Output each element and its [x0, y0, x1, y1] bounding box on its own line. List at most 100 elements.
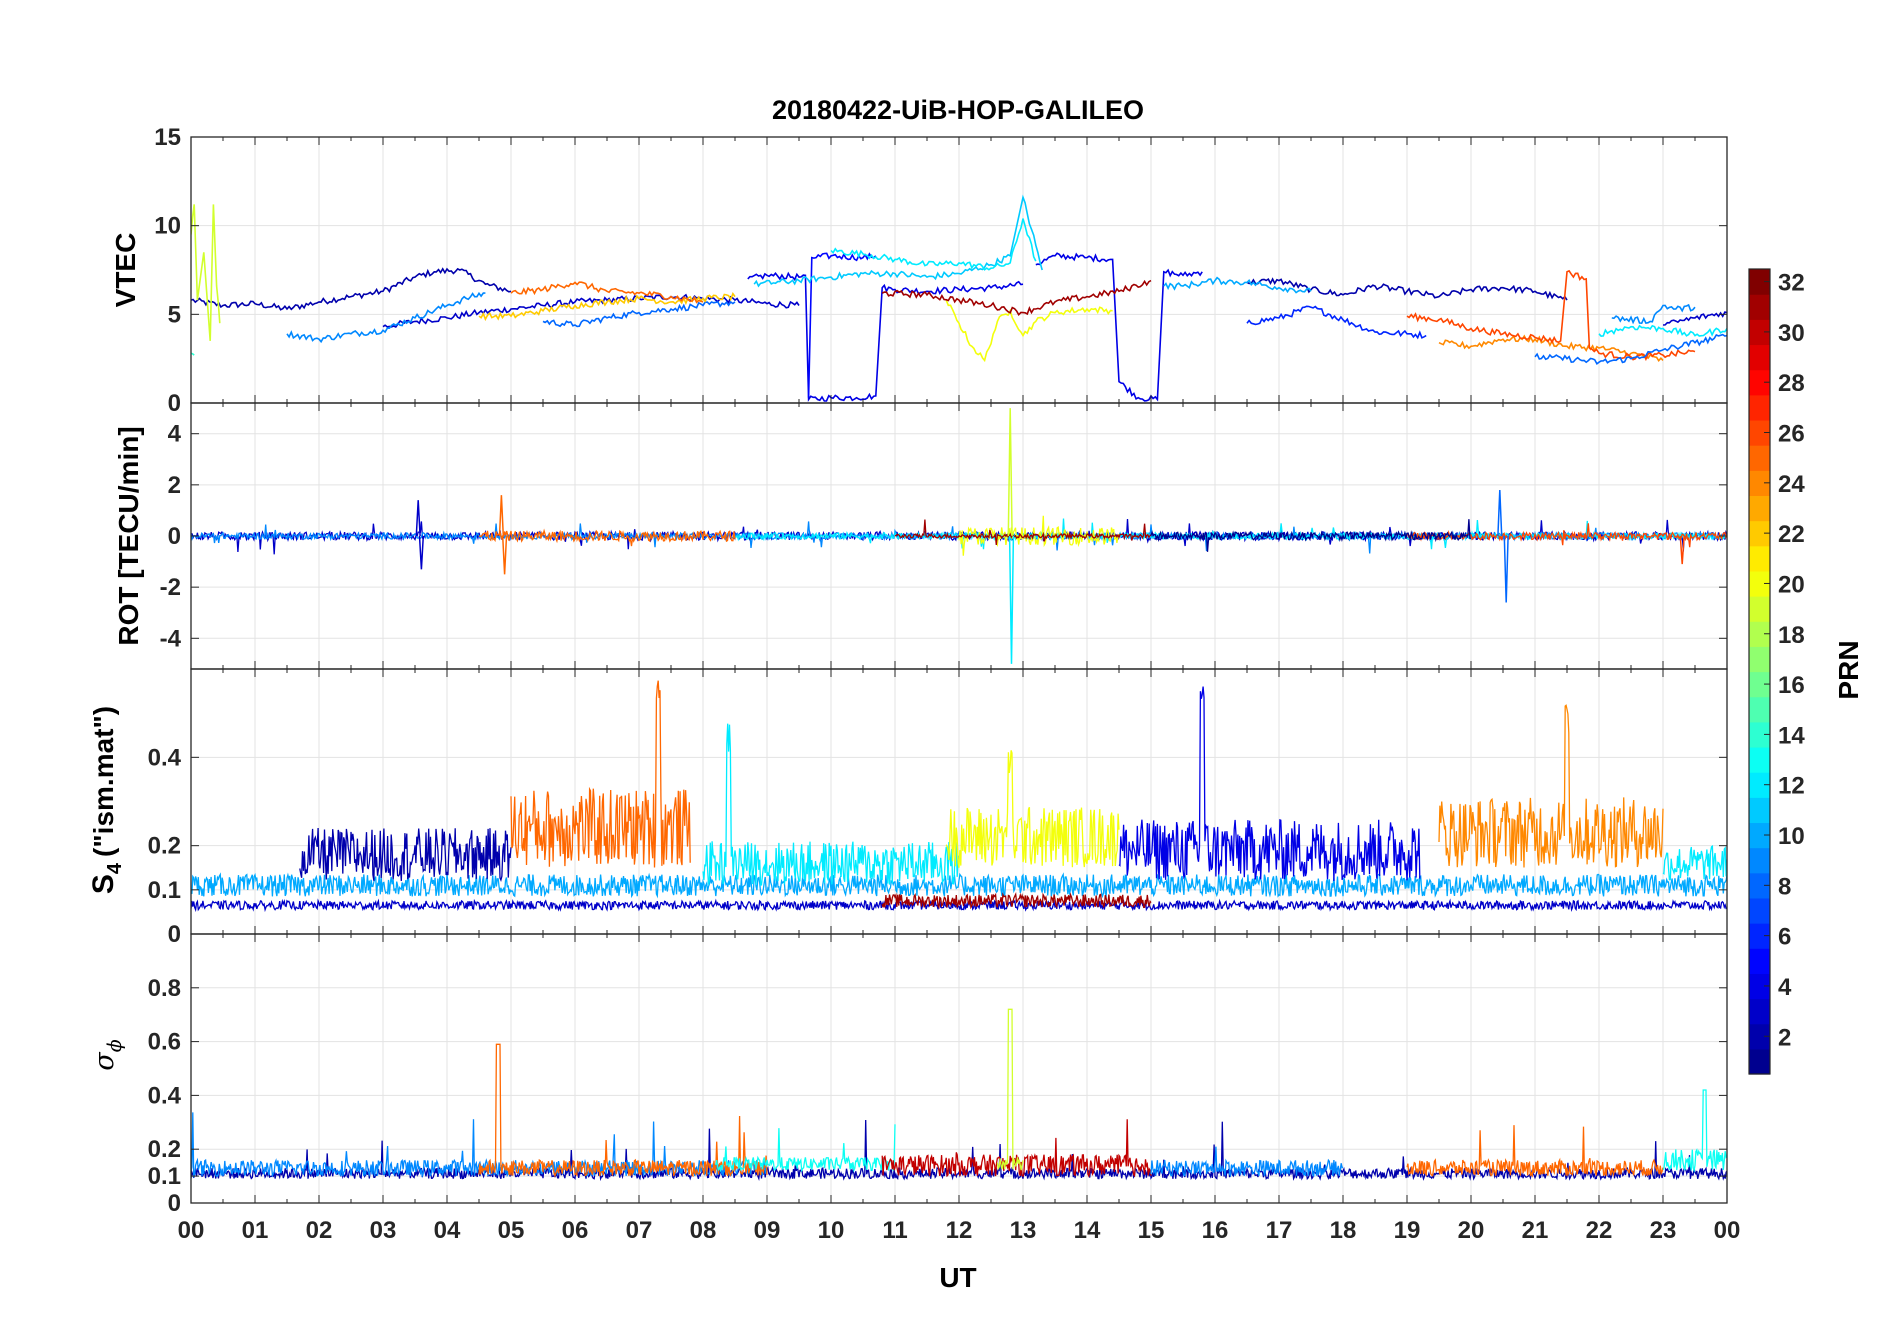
y-tick-label: 15 — [154, 124, 181, 151]
x-tick-label: 01 — [242, 1217, 269, 1244]
colorbar-block — [1749, 772, 1770, 798]
y-tick-label: 0.2 — [148, 1136, 181, 1163]
vtec-line-prn-10 — [1163, 276, 1312, 294]
vtec-line-prn-31 — [881, 279, 1152, 317]
x-tick-label: 23 — [1650, 1217, 1677, 1244]
vtec-line-prn-3 — [382, 293, 800, 329]
sigma-line-prn-13 — [715, 1124, 896, 1173]
colorbar-tick-label: 16 — [1778, 672, 1805, 699]
vtec-line-prn-2 — [191, 267, 512, 311]
colorbar-block — [1749, 545, 1770, 572]
sigma-line-prn-13 — [1662, 1089, 1727, 1173]
y-tick-label: -2 — [160, 574, 181, 601]
vtec-line-prn-5 — [807, 252, 877, 398]
vtec-line-prn-20 — [945, 299, 1113, 363]
ylabel-sigma: σϕ — [89, 1039, 126, 1070]
vtec-line-prn-12 — [830, 218, 1037, 271]
ylabel-sigma-sub: ϕ — [104, 1039, 126, 1052]
ylabel-s4-main: S — [87, 874, 120, 894]
x-tick-label: 16 — [1202, 1217, 1229, 1244]
vtec-line-prn-2 — [1246, 277, 1568, 301]
vtec-line-prn-8 — [542, 300, 736, 328]
rot-series — [191, 408, 1727, 664]
rot-line-prn-9 — [191, 521, 1727, 554]
ylabel-s4-sub: 4 — [104, 862, 126, 874]
rot-line-prn-25 — [478, 528, 736, 547]
axes-frames — [190, 136, 1728, 1204]
series-layer — [191, 194, 1727, 1182]
grid-lines — [191, 136, 1727, 1204]
sigma-line-prn-25 — [478, 1043, 768, 1178]
y-tick-label: 0.4 — [148, 1082, 182, 1109]
ylabel-vtec: VTEC — [110, 233, 141, 308]
colorbar-block — [1749, 923, 1770, 949]
colorbar-block — [1749, 797, 1770, 824]
s4-line-prn-2 — [299, 827, 512, 882]
ylabel-rot: ROT [TECU/min] — [113, 426, 144, 645]
x-tick-label: 08 — [690, 1217, 717, 1244]
colorbar-block — [1749, 822, 1770, 849]
colorbar-block — [1749, 369, 1770, 396]
colorbar-tick-label: 30 — [1778, 320, 1805, 347]
y-tick-label: 0 — [168, 921, 181, 948]
rot-spike — [1497, 489, 1503, 537]
vtec-line-prn-9 — [286, 291, 486, 344]
x-tick-label: 00 — [178, 1217, 205, 1244]
rot-spike — [498, 495, 505, 537]
colorbar-tick-label: 4 — [1778, 974, 1792, 1001]
sigma-line-prn-9 — [191, 1112, 768, 1179]
x-tick-label: 20 — [1458, 1217, 1485, 1244]
x-tick-label: 21 — [1522, 1217, 1549, 1244]
colorbar-block — [1749, 1048, 1770, 1075]
colorbar-block — [1749, 570, 1770, 597]
y-tick-label: 0.2 — [148, 833, 181, 860]
colorbar-block — [1749, 696, 1770, 723]
x-tick-label: 11 — [882, 1217, 907, 1244]
vtec-line-prn-9 — [1611, 303, 1696, 325]
colorbar-block — [1749, 948, 1770, 974]
ylabel-sigma-main: σ — [89, 1051, 120, 1071]
y-tick-label: 0.8 — [148, 975, 181, 1002]
vtec-line-prn-4 — [747, 271, 1024, 402]
vtec-line-prn-19 — [191, 204, 221, 341]
rot-spike — [1503, 535, 1509, 603]
rot-spike — [415, 500, 421, 537]
rot-spike — [1007, 408, 1013, 537]
sigma-line-prn-19 — [996, 1008, 1024, 1171]
colorbar-tick-label: 28 — [1778, 370, 1805, 397]
colorbar-block — [1749, 621, 1770, 647]
vtec-line-prn-4 — [1035, 252, 1203, 402]
colorbar-block — [1749, 269, 1770, 295]
vtec-line-prn-26 — [1406, 269, 1696, 362]
colorbar-block — [1749, 596, 1770, 622]
colorbar-tick-label: 8 — [1778, 873, 1791, 900]
colorbar-block — [1749, 495, 1770, 522]
x-tick-label: 05 — [498, 1217, 525, 1244]
colorbar-tick-label: 26 — [1778, 421, 1805, 448]
colorbar-block — [1749, 520, 1770, 547]
colorbar-block — [1749, 294, 1770, 320]
colorbar-tick-label: 20 — [1778, 571, 1805, 598]
s4-line-prn-31 — [881, 892, 1152, 910]
vtec-series — [191, 194, 1727, 402]
x-tick-label: 06 — [562, 1217, 589, 1244]
s4-line-prn-12 — [702, 723, 960, 886]
y-tick-label: 0.6 — [148, 1029, 181, 1056]
colorbar-frame — [1748, 268, 1771, 1075]
colorbar-block — [1749, 445, 1770, 471]
x-tick-label: 07 — [626, 1217, 653, 1244]
panel-frame-sigma_phi — [190, 933, 1728, 1204]
colorbar-tick-label: 22 — [1778, 521, 1805, 548]
colorbar-block — [1749, 1023, 1770, 1050]
y-tick-label: 0 — [168, 1190, 181, 1217]
colorbar-block — [1749, 721, 1770, 748]
x-tick-label: 00 — [1714, 1217, 1741, 1244]
y-tick-label: 4 — [168, 421, 182, 448]
y-tick-label: -4 — [160, 625, 182, 652]
colorbar-block — [1749, 344, 1770, 371]
colorbar-block — [1749, 872, 1770, 899]
colorbar-tick-label: 32 — [1778, 270, 1805, 297]
vtec-line-prn-24 — [1438, 334, 1664, 363]
vtec-line-prn-8 — [1534, 333, 1727, 365]
svg-text:σϕ: σϕ — [89, 1039, 126, 1070]
